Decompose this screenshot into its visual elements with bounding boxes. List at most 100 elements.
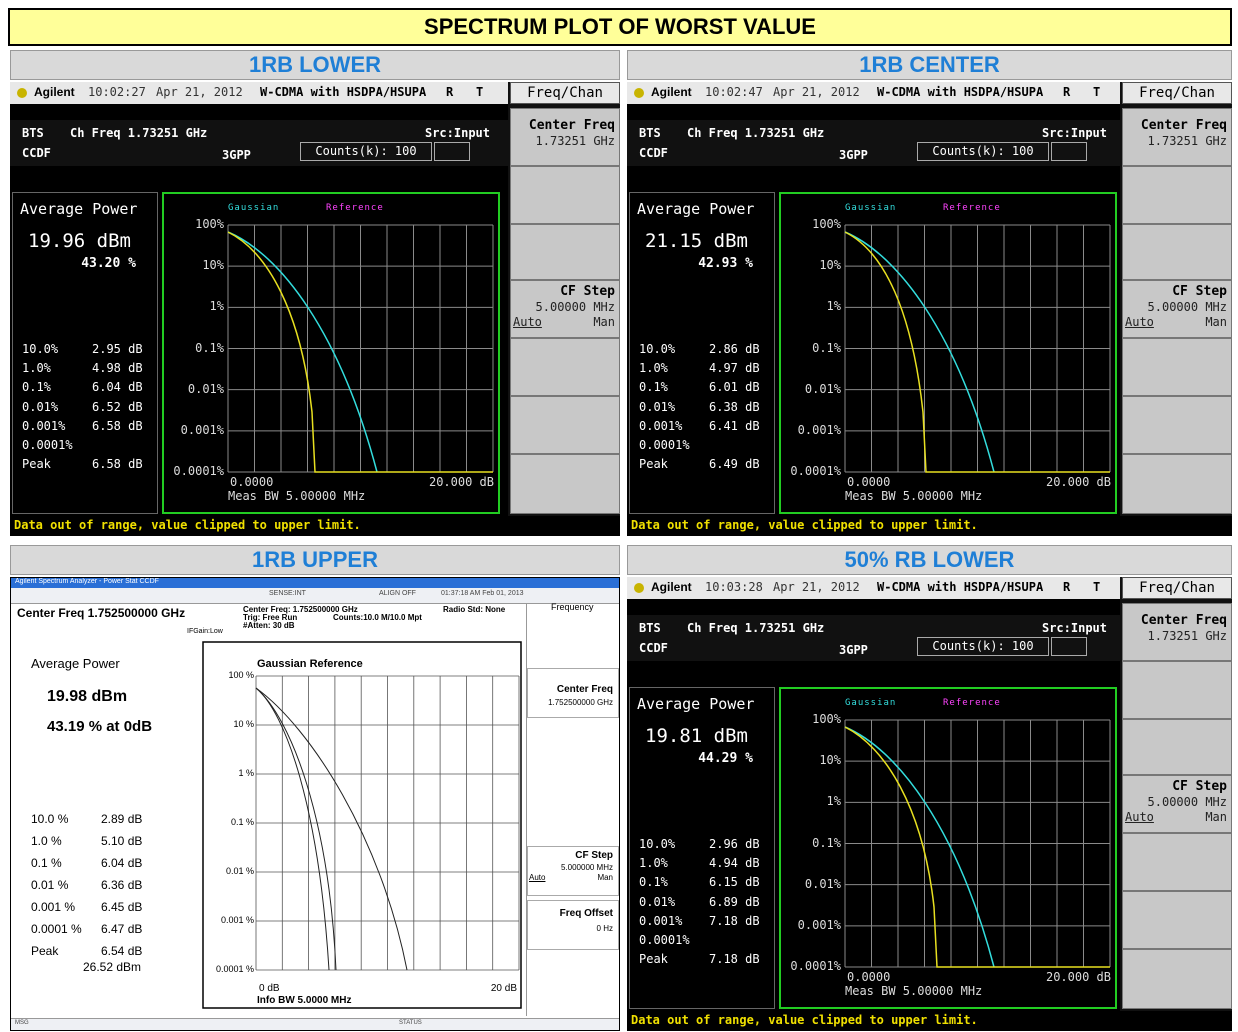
- ccdf-row-value: 6.04 dB: [101, 856, 143, 870]
- flag: R: [1063, 580, 1071, 594]
- ccdf-row-value: 6.45 dB: [101, 900, 143, 914]
- reference-curve: [844, 726, 1110, 968]
- time: 10:03:28: [705, 580, 763, 594]
- softkey-title: Center Freq: [528, 118, 615, 133]
- ccdf-row-value: 2.86 dB: [709, 342, 760, 356]
- section-heading: 1RB UPPER: [10, 545, 620, 575]
- y-tick-label: 10%: [819, 258, 841, 273]
- main-area: [627, 685, 1120, 1011]
- softkey-value: 1.73251 GHz: [1147, 134, 1227, 148]
- softkey: [1122, 396, 1232, 454]
- ccdf-graph: [202, 641, 522, 1009]
- status: STATUS: [399, 1020, 422, 1026]
- time: 10:02:47: [705, 85, 763, 99]
- average-percent: 44.29 %: [698, 751, 753, 766]
- message-bar: [11, 1018, 619, 1030]
- msg: MSG: [15, 1020, 29, 1026]
- graph-frame: [779, 192, 1117, 514]
- setting: #Atten: 30 dB: [243, 621, 295, 630]
- ccdf-row-value: 6.49 dB: [709, 457, 760, 472]
- graph-frame: [162, 192, 500, 514]
- ccdf-row-label: Peak: [639, 457, 668, 472]
- reference-curve: [227, 231, 493, 473]
- ccdf-row-label: 1.0%: [639, 856, 668, 871]
- counts-box: Counts(k): 100: [917, 637, 1049, 656]
- message-bar: [627, 516, 1232, 536]
- ccdf-row-label: 10.0%: [22, 342, 59, 356]
- reference-curve: [844, 231, 1110, 473]
- counts-field: [434, 142, 470, 161]
- softkey: [1122, 891, 1232, 949]
- graph-frame: [779, 687, 1117, 1009]
- softkey: [1122, 833, 1232, 891]
- average-percent: 43.19 % at 0dB: [47, 718, 153, 735]
- date: Apr 21, 2012: [773, 580, 860, 594]
- date: Apr 21, 2012: [773, 85, 860, 99]
- gaussian-curve: [844, 726, 995, 968]
- ccdf-row-label: 0.1%: [639, 380, 668, 395]
- section-heading: 50% RB LOWER: [627, 545, 1232, 575]
- y-tick-label: 1%: [826, 794, 841, 809]
- softkey-option: Auto: [1125, 810, 1154, 824]
- black-band: [10, 166, 508, 190]
- if-gain: IFGain:Low: [187, 628, 223, 635]
- ccdf-row-label: 0.0001 %: [31, 922, 82, 936]
- softkey-header: Freq/Chan: [510, 82, 620, 104]
- softkey-option: Auto: [1125, 315, 1154, 329]
- source: Src:Input: [424, 126, 490, 140]
- black-band: [627, 661, 1120, 685]
- message-bar: [627, 1011, 1232, 1031]
- ccdf-row-label: Peak: [22, 457, 51, 472]
- y-tick-label: 10%: [202, 258, 224, 273]
- flag: T: [1093, 85, 1101, 99]
- measurement: CCDF: [639, 146, 668, 160]
- y-tick-label: 0.01%: [804, 381, 841, 396]
- black-band: [627, 599, 1120, 615]
- ccdf-row-value: 2.95 dB: [92, 342, 143, 356]
- ccdf-row-value: 6.54 dB: [101, 944, 143, 958]
- softkey-title: Center Freq: [1140, 118, 1227, 133]
- counts-box: Counts(k): 100: [300, 142, 432, 161]
- setting: Center Freq: 1.752500000 GHz: [243, 605, 358, 614]
- black-band: [10, 104, 508, 120]
- ccdf-row-label: 0.001%: [639, 418, 683, 433]
- softkey: [1122, 775, 1232, 833]
- y-tick-label: 0.01%: [187, 381, 224, 396]
- ccdf-row-value: 6.01 dB: [709, 380, 760, 395]
- softkey: [1122, 166, 1232, 224]
- softkey-option: Auto: [513, 315, 542, 329]
- softkey: [510, 224, 620, 280]
- softkey-title: Center Freq: [556, 684, 613, 695]
- page-title: SPECTRUM PLOT OF WORST VALUE: [8, 8, 1232, 46]
- ccdf-row-label: 0.01%: [22, 399, 59, 414]
- ccdf-row-value: 2.96 dB: [709, 837, 760, 851]
- y-tick-label: 1%: [826, 299, 841, 314]
- softkey-value: 5.00000 MHz: [535, 300, 615, 314]
- menu-title: Frequency: [551, 602, 594, 612]
- flag: R: [1063, 85, 1071, 99]
- analyzer-screen: Agilent 10:02:27 Apr 21, 2012 W-CDMA with H…: [10, 82, 620, 536]
- ccdf-row-value: 6.58 dB: [92, 418, 143, 433]
- x-start-label: 0.0000: [847, 475, 891, 489]
- standard: 3GPP: [222, 148, 251, 162]
- y-tick-label: 0.001%: [180, 422, 224, 437]
- black-band: [627, 166, 1120, 190]
- x-end-label: 20.000 dB: [428, 475, 494, 489]
- power-box: [629, 192, 775, 514]
- radio-standard: Radio Std: None: [443, 605, 506, 614]
- ccdf-row-label: 0.001%: [22, 418, 66, 433]
- y-tick-label: 1 %: [238, 768, 254, 778]
- y-tick-label: 0.0001%: [173, 464, 224, 478]
- ccdf-row-value: 5.10 dB: [101, 834, 143, 848]
- power-box: [12, 192, 158, 514]
- source: Src:Input: [1041, 126, 1107, 140]
- ccdf-row-value: 6.36 dB: [101, 878, 143, 892]
- softkey-title: CF Step: [1172, 779, 1227, 794]
- mode: W-CDMA with HSDPA/HSUPA: [260, 85, 427, 99]
- softkey-value: 5.000000 MHz: [560, 863, 613, 872]
- ccdf-row-label: 10.0%: [639, 342, 676, 356]
- brand: Agilent: [651, 85, 692, 99]
- softkey-value: 1.73251 GHz: [1147, 629, 1227, 643]
- mode: W-CDMA with HSDPA/HSUPA: [877, 85, 1044, 99]
- softkey-option: Man: [593, 315, 615, 329]
